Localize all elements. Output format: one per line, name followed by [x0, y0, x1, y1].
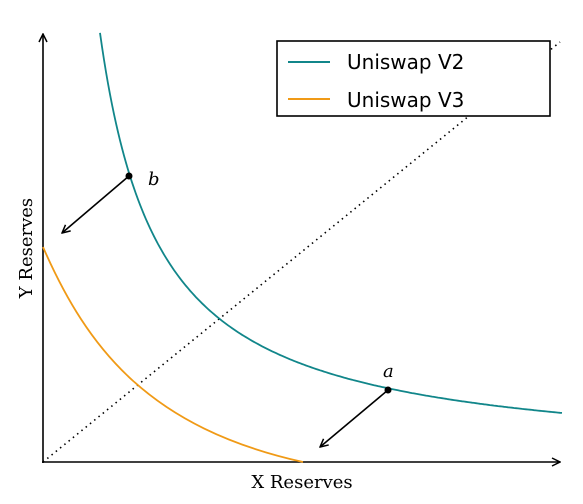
- x-axis-label: X Reserves: [251, 472, 352, 493]
- point: [125, 172, 133, 180]
- point-label: a: [383, 361, 394, 382]
- point-label: b: [148, 169, 160, 190]
- arrow: [62, 175, 130, 233]
- y-axis-label: Y Reserves: [16, 198, 37, 299]
- diagonal: [42, 41, 561, 463]
- v3-curve: [42, 246, 304, 463]
- point: [384, 386, 392, 394]
- legend-label: Uniswap V2: [347, 50, 464, 74]
- legend: [276, 40, 551, 117]
- arrow: [320, 389, 389, 447]
- legend-label: Uniswap V3: [347, 88, 464, 112]
- v2-curve: [99, 32, 563, 414]
